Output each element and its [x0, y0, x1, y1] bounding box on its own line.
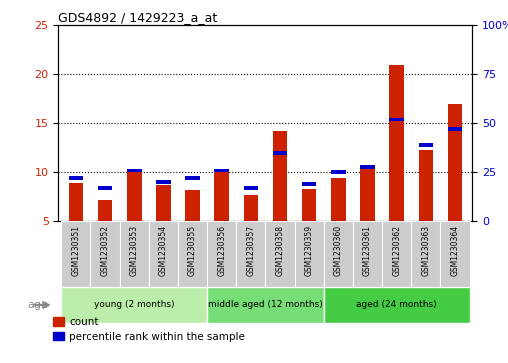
Bar	[389, 118, 404, 122]
Bar	[178, 221, 207, 287]
Text: GSM1230357: GSM1230357	[246, 225, 256, 276]
Bar	[302, 189, 316, 221]
Legend: count, percentile rank within the sample: count, percentile rank within the sample	[53, 317, 245, 342]
Text: aged (24 months): aged (24 months)	[356, 301, 437, 309]
Bar	[156, 185, 171, 221]
Bar	[331, 178, 345, 221]
Text: GSM1230354: GSM1230354	[159, 225, 168, 276]
Text: GSM1230360: GSM1230360	[334, 225, 343, 276]
Bar	[207, 287, 324, 323]
Text: GSM1230362: GSM1230362	[392, 225, 401, 276]
Bar	[324, 287, 469, 323]
Bar	[98, 200, 112, 221]
Bar	[360, 164, 375, 168]
Bar	[448, 104, 462, 221]
Text: GSM1230364: GSM1230364	[451, 225, 459, 276]
Bar	[214, 172, 229, 221]
Text: GSM1230353: GSM1230353	[130, 225, 139, 276]
Bar	[440, 221, 469, 287]
Bar	[149, 221, 178, 287]
Bar	[353, 221, 382, 287]
Bar	[302, 182, 316, 186]
Bar	[156, 180, 171, 184]
Text: GSM1230351: GSM1230351	[72, 225, 80, 276]
Bar	[90, 221, 120, 287]
Bar	[265, 221, 295, 287]
Text: GSM1230363: GSM1230363	[421, 225, 430, 276]
Text: GSM1230356: GSM1230356	[217, 225, 226, 276]
Bar	[185, 190, 200, 221]
Bar	[273, 151, 288, 155]
Bar	[411, 221, 440, 287]
Text: GSM1230358: GSM1230358	[275, 225, 284, 276]
Text: middle aged (12 months): middle aged (12 months)	[208, 301, 323, 309]
Bar	[214, 168, 229, 172]
Bar	[324, 221, 353, 287]
Text: GSM1230361: GSM1230361	[363, 225, 372, 276]
Bar	[61, 287, 207, 323]
Bar	[69, 183, 83, 221]
Text: age: age	[27, 300, 48, 310]
Text: young (2 months): young (2 months)	[94, 301, 174, 309]
Bar	[120, 221, 149, 287]
Bar	[448, 127, 462, 131]
Bar	[419, 143, 433, 147]
Bar	[98, 186, 112, 190]
Bar	[127, 168, 142, 172]
Bar	[389, 65, 404, 221]
Bar	[243, 195, 258, 221]
Bar	[273, 131, 288, 221]
Bar	[185, 176, 200, 180]
Text: GSM1230352: GSM1230352	[101, 225, 110, 276]
Bar	[360, 164, 375, 221]
Bar	[236, 221, 265, 287]
Bar	[295, 221, 324, 287]
Bar	[207, 221, 236, 287]
Bar	[331, 171, 345, 174]
Bar	[69, 176, 83, 180]
Bar	[243, 186, 258, 190]
Bar	[419, 150, 433, 221]
Bar	[127, 172, 142, 221]
Text: GSM1230359: GSM1230359	[305, 225, 313, 276]
Text: GSM1230355: GSM1230355	[188, 225, 197, 276]
Text: GDS4892 / 1429223_a_at: GDS4892 / 1429223_a_at	[58, 11, 217, 24]
Bar	[382, 221, 411, 287]
Bar	[61, 221, 90, 287]
